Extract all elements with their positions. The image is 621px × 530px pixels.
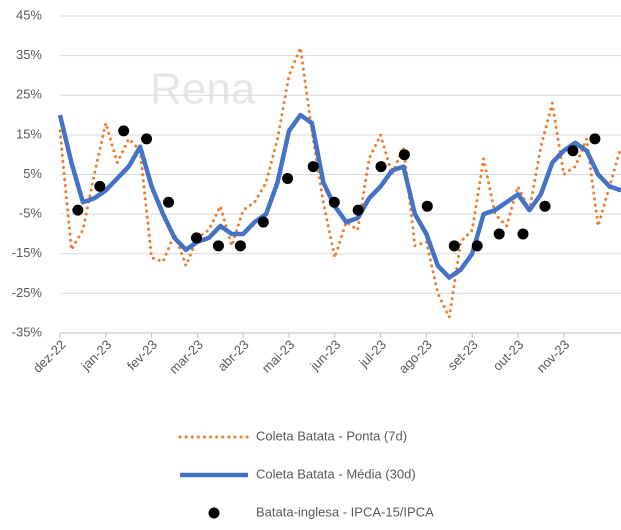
marker [448, 240, 460, 252]
x-tick-label: mai-23 [259, 337, 298, 376]
x-tick-label: ago-23 [396, 337, 435, 376]
marker [471, 240, 483, 252]
x-tick-label: jul-23 [355, 337, 389, 371]
series-line [58, 46, 621, 319]
marker [493, 228, 505, 240]
marker [234, 240, 246, 252]
y-tick-label: 25% [16, 87, 42, 102]
marker [539, 200, 551, 212]
marker [328, 196, 340, 208]
marker [375, 161, 387, 173]
series-line [57, 112, 621, 280]
marker [567, 145, 579, 157]
y-tick-label: 15% [16, 126, 42, 141]
marker [72, 204, 84, 216]
y-tick-label: -5% [19, 206, 43, 221]
x-tick-label: mar-23 [166, 337, 206, 377]
marker [118, 125, 130, 137]
y-tick-label: -35% [12, 324, 43, 339]
legend-label: Coleta Batata - Média (30d) [256, 466, 416, 481]
marker [163, 196, 175, 208]
y-tick-label: 5% [23, 166, 42, 181]
legend-label: Batata-inglesa - IPCA-15/IPCA [256, 504, 434, 519]
marker [190, 232, 202, 244]
x-tick-label: jun-23 [306, 337, 343, 374]
legend-label: Coleta Batata - Ponta (7d) [256, 428, 407, 443]
y-tick-label: 45% [16, 7, 42, 22]
marker [282, 172, 294, 184]
marker [589, 133, 601, 145]
marker [212, 240, 224, 252]
x-tick-label: out-23 [490, 337, 527, 374]
legend-marker [208, 507, 220, 519]
x-tick-label: dez-22 [30, 337, 69, 376]
marker [257, 216, 269, 228]
y-tick-label: 35% [16, 47, 42, 62]
x-tick-label: nov-23 [534, 337, 573, 376]
marker [421, 200, 433, 212]
marker [307, 161, 319, 173]
watermark: Rena [150, 65, 256, 114]
x-tick-label: abr-23 [215, 337, 252, 374]
x-tick-label: fev-23 [124, 337, 160, 373]
marker [517, 228, 529, 240]
x-tick-label: set-23 [445, 337, 481, 373]
x-tick-label: jan-23 [77, 337, 114, 374]
y-tick-label: -15% [12, 245, 43, 260]
marker [398, 149, 410, 161]
y-tick-label: -25% [12, 285, 43, 300]
marker [94, 180, 106, 192]
marker [352, 204, 364, 216]
marker [141, 133, 153, 145]
